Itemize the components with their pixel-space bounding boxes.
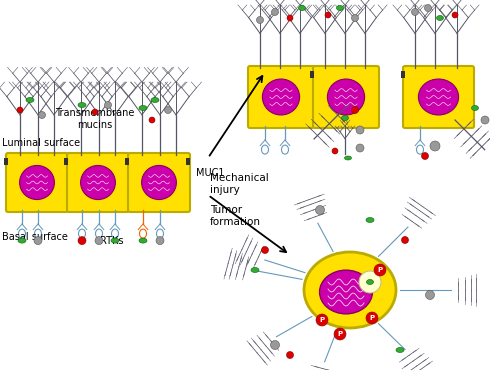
Ellipse shape: [396, 347, 404, 353]
Circle shape: [334, 328, 346, 340]
Ellipse shape: [111, 238, 119, 243]
Circle shape: [332, 148, 338, 154]
Ellipse shape: [418, 79, 459, 115]
FancyBboxPatch shape: [6, 153, 68, 212]
Circle shape: [104, 101, 112, 108]
Circle shape: [325, 12, 331, 18]
Circle shape: [165, 107, 172, 114]
Text: P: P: [369, 315, 374, 321]
Circle shape: [374, 264, 386, 276]
Circle shape: [425, 290, 435, 299]
Text: Transmembrane
mucins: Transmembrane mucins: [55, 108, 135, 130]
Ellipse shape: [20, 165, 54, 199]
Ellipse shape: [366, 218, 374, 222]
FancyBboxPatch shape: [128, 153, 190, 212]
Ellipse shape: [337, 6, 343, 10]
Circle shape: [95, 236, 103, 245]
Ellipse shape: [18, 238, 26, 243]
Circle shape: [412, 9, 418, 16]
Circle shape: [39, 111, 46, 118]
Bar: [186, 158, 190, 165]
Circle shape: [34, 236, 42, 245]
Ellipse shape: [304, 252, 396, 328]
Text: RTKs: RTKs: [100, 236, 123, 246]
Circle shape: [287, 352, 294, 359]
Circle shape: [424, 4, 432, 11]
Ellipse shape: [263, 79, 299, 115]
Circle shape: [256, 17, 264, 24]
Circle shape: [481, 116, 489, 124]
Circle shape: [270, 340, 279, 350]
Ellipse shape: [298, 6, 305, 10]
Ellipse shape: [26, 98, 34, 102]
Bar: [64, 158, 68, 165]
Circle shape: [452, 12, 458, 18]
Circle shape: [149, 117, 155, 123]
Circle shape: [262, 246, 269, 253]
FancyBboxPatch shape: [67, 153, 129, 212]
Text: Mechanical
injury: Mechanical injury: [210, 173, 269, 195]
FancyBboxPatch shape: [313, 66, 379, 128]
Circle shape: [78, 236, 86, 245]
Circle shape: [351, 14, 359, 21]
Circle shape: [421, 152, 428, 159]
Text: MUC1: MUC1: [196, 168, 224, 178]
Circle shape: [351, 107, 359, 114]
Circle shape: [316, 205, 324, 215]
Ellipse shape: [262, 145, 269, 154]
Ellipse shape: [327, 79, 365, 115]
Circle shape: [156, 236, 164, 245]
Ellipse shape: [112, 229, 119, 238]
Ellipse shape: [19, 229, 25, 238]
Circle shape: [316, 314, 328, 326]
Ellipse shape: [140, 229, 147, 238]
Ellipse shape: [142, 165, 176, 199]
Ellipse shape: [78, 229, 85, 238]
Ellipse shape: [416, 145, 423, 154]
Text: Luminal surface: Luminal surface: [2, 138, 80, 148]
Ellipse shape: [437, 16, 443, 20]
Bar: [125, 158, 129, 165]
Bar: [310, 71, 314, 78]
Ellipse shape: [281, 145, 289, 154]
Ellipse shape: [367, 279, 373, 285]
Ellipse shape: [78, 102, 86, 108]
Ellipse shape: [139, 105, 147, 111]
Ellipse shape: [342, 115, 348, 121]
Ellipse shape: [319, 270, 372, 314]
Circle shape: [401, 236, 409, 243]
Ellipse shape: [34, 229, 42, 238]
Circle shape: [430, 141, 440, 151]
Ellipse shape: [156, 229, 164, 238]
Circle shape: [271, 9, 278, 16]
Circle shape: [17, 107, 23, 113]
Text: P: P: [319, 317, 324, 323]
Text: Basal surface: Basal surface: [2, 232, 68, 242]
Circle shape: [287, 15, 293, 21]
FancyBboxPatch shape: [403, 66, 474, 128]
Ellipse shape: [251, 268, 259, 272]
Circle shape: [92, 109, 98, 115]
Text: Tumor
formation: Tumor formation: [210, 205, 261, 226]
Circle shape: [366, 312, 378, 324]
Ellipse shape: [96, 229, 102, 238]
Text: P: P: [338, 331, 343, 337]
Ellipse shape: [80, 165, 116, 199]
Circle shape: [356, 126, 364, 134]
Ellipse shape: [139, 238, 147, 243]
Ellipse shape: [151, 98, 159, 102]
Ellipse shape: [344, 156, 351, 160]
Bar: [401, 71, 405, 78]
Circle shape: [359, 271, 381, 293]
Circle shape: [356, 144, 364, 152]
Bar: [4, 158, 8, 165]
Text: P: P: [377, 267, 383, 273]
Ellipse shape: [471, 105, 479, 111]
FancyBboxPatch shape: [248, 66, 314, 128]
